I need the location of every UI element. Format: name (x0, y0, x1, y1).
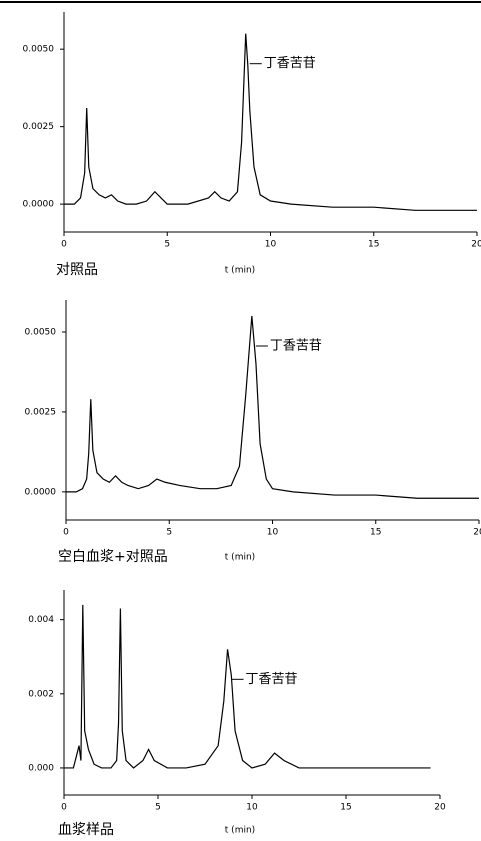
annotation: 丁香苦苷 (270, 337, 322, 353)
x-axis-label: t (min) (225, 553, 255, 563)
x-tick-label: 0 (63, 528, 69, 538)
y-tick-label: 0.0000 (25, 487, 57, 497)
y-tick-label: 0.0050 (25, 327, 57, 337)
y-tick-label: 0.0000 (23, 200, 55, 210)
sample-title: 空白血浆+对照品 (58, 549, 168, 565)
x-tick-label: 10 (265, 240, 277, 250)
sample-title: 对照品 (56, 262, 98, 278)
x-tick-label: 10 (267, 528, 279, 538)
x-tick-label: 20 (434, 803, 446, 813)
y-tick-label: 0.004 (28, 615, 54, 625)
y-tick-label: 0.002 (28, 689, 54, 699)
sample-title: 血浆样品 (58, 822, 114, 838)
x-axis-label: t (min) (225, 266, 255, 276)
y-tick-label: 0.0025 (25, 407, 57, 417)
x-tick-label: 5 (166, 528, 172, 538)
x-tick-label: 15 (368, 240, 379, 250)
x-tick-label: 0 (61, 803, 67, 813)
data-line (64, 604, 431, 769)
x-tick-label: 10 (246, 803, 258, 813)
y-tick-label: 0.000 (28, 763, 54, 773)
data-line (66, 315, 479, 499)
x-tick-label: 5 (155, 803, 161, 813)
x-tick-label: 20 (473, 528, 481, 538)
y-tick-label: 0.0050 (23, 45, 55, 55)
x-tick-label: 15 (370, 528, 381, 538)
x-tick-label: 20 (471, 240, 481, 250)
y-tick-label: 0.0025 (23, 122, 55, 132)
annotation: 丁香苦苷 (246, 671, 298, 687)
x-tick-label: 5 (164, 240, 170, 250)
x-axis-label: t (min) (225, 826, 255, 836)
x-tick-label: 15 (340, 803, 351, 813)
data-line (64, 33, 477, 211)
x-tick-label: 0 (61, 240, 67, 250)
annotation: 丁香苦苷 (264, 55, 316, 71)
